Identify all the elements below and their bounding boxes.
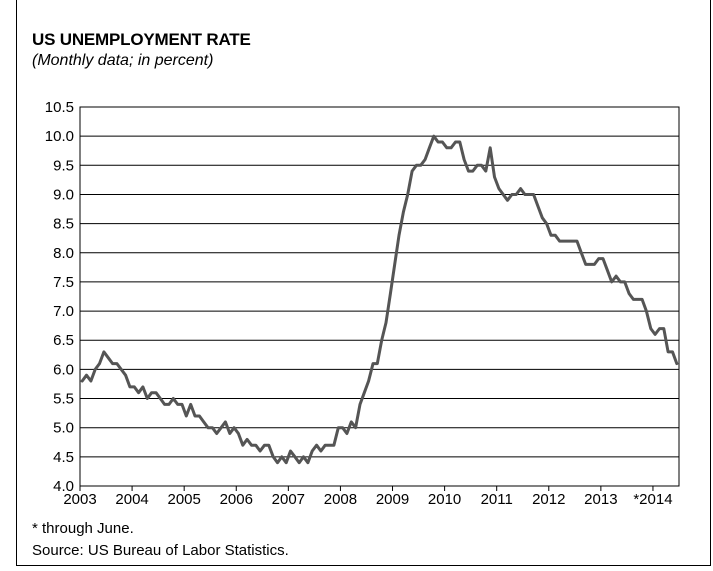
x-tick-label: 2005 [167,491,200,508]
x-tick-label: 2010 [428,491,461,508]
x-tick-label: 2012 [532,491,565,508]
y-tick-label: 7.0 [53,303,74,320]
x-axis-tick-marks [79,486,654,491]
chart-subtitle: (Monthly data; in percent) [32,52,214,69]
y-tick-label: 6.5 [53,332,74,349]
x-tick-label: 2003 [63,491,96,508]
y-tick-label: 6.0 [53,361,74,378]
x-axis-tick-labels: 2003 2004 2005 2006 2007 2008 2009 2010 2011 2012… [63,491,672,508]
gridlines [80,106,679,487]
x-tick-label: 2013 [584,491,617,508]
y-tick-label: 10.0 [45,128,74,145]
y-tick-label: 5.0 [53,420,74,437]
chart-frame [16,0,711,566]
x-tick-label: 2007 [272,491,305,508]
y-tick-label: 8.0 [53,245,74,262]
y-tick-label: 4.0 [53,478,74,495]
x-tick-label: 2006 [220,491,253,508]
y-tick-label: 9.5 [53,157,74,174]
y-tick-label: 8.5 [53,216,74,233]
source-note: Source: US Bureau of Labor Statistics. [32,542,289,559]
y-axis-tick-labels: 10.5 10.0 9.5 9.0 8.5 8.0 7.5 7.0 6.5 6.0 5.5 5.0 4.… [45,99,74,495]
chart-title: US UNEMPLOYMENT RATE [32,30,251,49]
x-tick-label: 2009 [376,491,409,508]
y-tick-label: 4.5 [53,449,74,466]
y-tick-label: 10.5 [45,99,74,116]
y-tick-label: 9.0 [53,186,74,203]
unemployment-rate-line [80,134,679,465]
plot-area [79,106,680,487]
x-tick-label: 2004 [115,491,148,508]
footnote: * through June. [32,520,134,537]
x-tick-label: *2014 [633,491,672,508]
y-tick-label: 5.5 [53,391,74,408]
x-tick-label: 2008 [324,491,357,508]
y-tick-label: 7.5 [53,274,74,291]
x-tick-label: 2011 [481,491,513,508]
